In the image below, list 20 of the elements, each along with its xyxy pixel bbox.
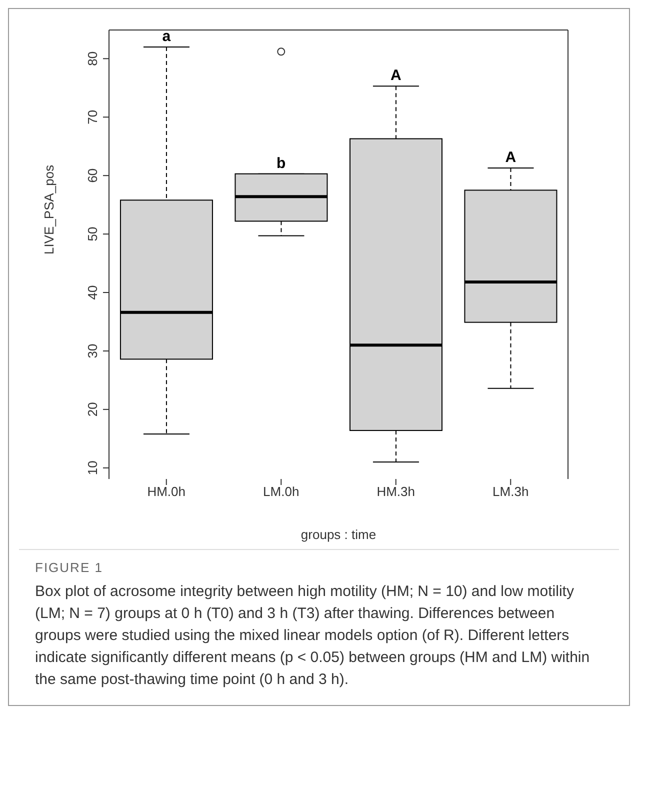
y-tick-label: 70: [85, 110, 100, 124]
annotation: A: [390, 67, 402, 84]
x-tick-label: HM.0h: [147, 484, 186, 500]
x-axis-title: groups : time: [300, 527, 376, 542]
y-tick-label: 10: [85, 460, 100, 476]
y-tick-label: 80: [85, 51, 100, 66]
x-tick-label: LM.0h: [263, 484, 300, 500]
text: FIGURE 1: [35, 560, 104, 575]
y-axis-title: LIVE_PSA_pos: [42, 164, 57, 254]
text: Box plot of acrosome integrity between high motility (HM; N = 10) and low motility (LM; N = 7) groups at 0 h (T0) and 3 h (T3) after thawing. Differences between groups were studied using the mixed linear models option (of R). Different letters indicate significantly different means (p < 0.05) between groups (HM and LM) within the same post-thawing time point (0 h and 3 h).: [35, 582, 591, 690]
annotation: A: [505, 148, 516, 166]
y-tick-label: 50: [85, 226, 100, 242]
y-tick-label: 60: [85, 168, 100, 183]
x-tick-label: HM.3h: [376, 484, 416, 500]
y-tick-label: 30: [85, 344, 100, 358]
x-tick-label: LM.3h: [492, 484, 529, 500]
annotation: a: [162, 28, 172, 45]
annotation: b: [276, 154, 286, 172]
y-tick-label: 20: [85, 402, 100, 417]
y-tick-label: 40: [85, 285, 100, 300]
